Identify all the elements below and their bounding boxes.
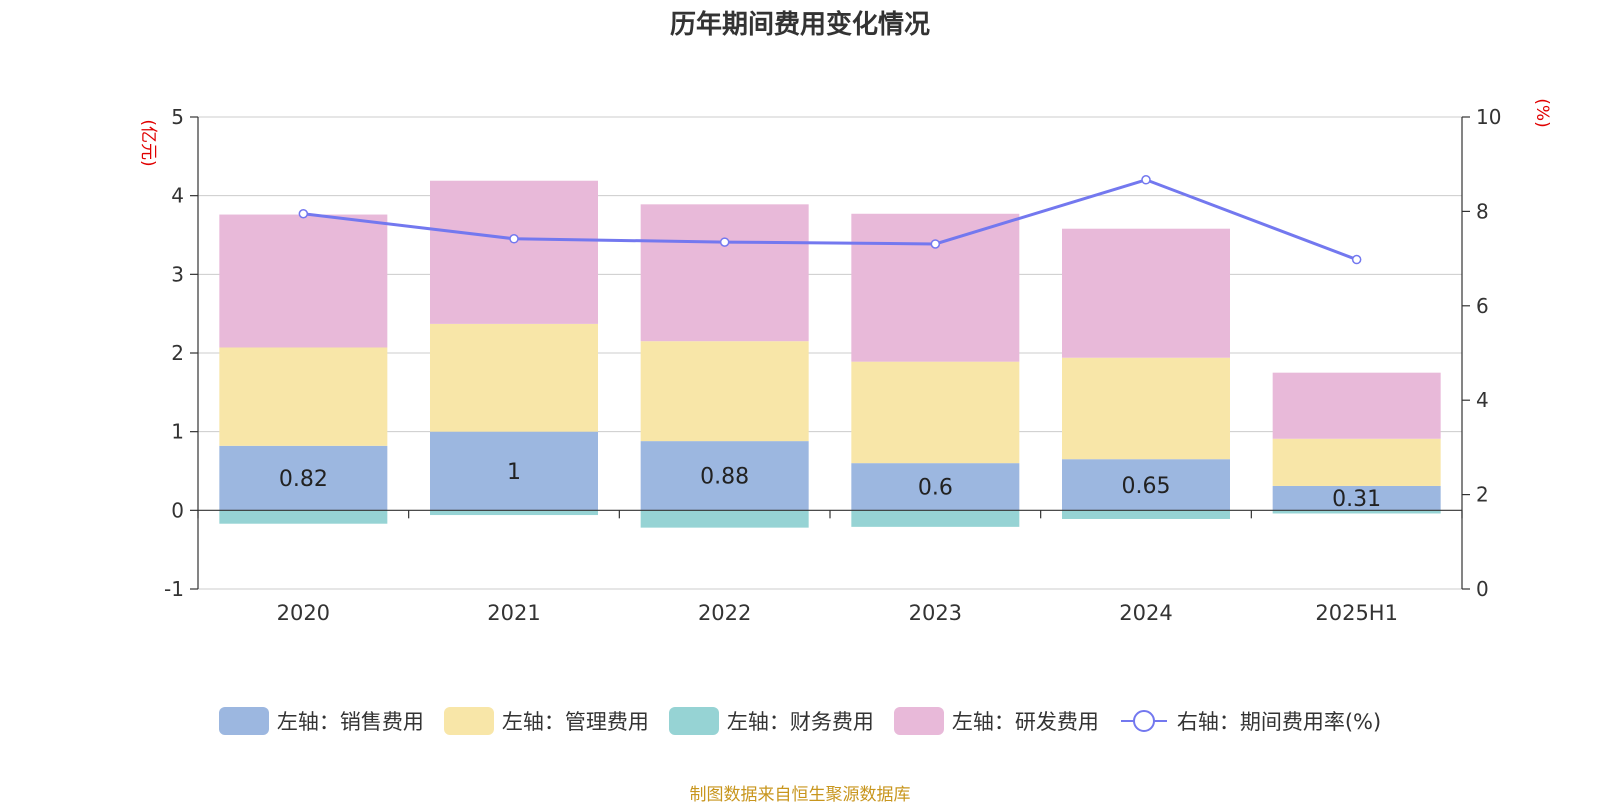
x-tick-label: 2024 (1119, 601, 1172, 625)
point-rate (1351, 254, 1362, 265)
data-label-sales: 0.65 (1122, 474, 1171, 499)
left-tick-label: 3 (171, 262, 184, 286)
left-tick-label: 0 (171, 498, 184, 522)
bar-rnd (219, 214, 388, 348)
legend-swatch-finance (668, 707, 719, 735)
bar-sales (640, 441, 809, 511)
x-tick-label: 2025H1 (1315, 601, 1398, 625)
bar-admin (640, 341, 809, 442)
bar-rnd (640, 204, 809, 342)
right-tick-label: 2 (1476, 483, 1489, 507)
legend-swatch-rnd (893, 707, 944, 735)
bar-finance (640, 510, 809, 528)
bar-finance (1272, 510, 1441, 514)
legend-item-rate[interactable]: 右轴：期间费用率(%) (1119, 706, 1381, 736)
x-tick-label: 2021 (487, 601, 540, 625)
point-rate (298, 209, 309, 219)
bar-rnd (851, 213, 1020, 362)
legend-swatch-rate (1120, 710, 1167, 732)
bar-finance (430, 510, 598, 516)
point-rate (1141, 175, 1151, 185)
legend-label-sales: 左轴：销售费用 (276, 710, 424, 734)
bar-sales (851, 463, 1020, 511)
chart-legend: 左轴：销售费用 左轴：管理费用 左轴：财务费用 左轴：研发费用 右轴：期间费用率… (0, 706, 1600, 736)
legend-item-sales[interactable]: 左轴：销售费用 (218, 706, 424, 736)
legend-item-rnd[interactable]: 左轴：研发费用 (893, 706, 1099, 736)
chart-plot: -1 0 1 2 3 4 5 0 2 4 6 8 10 (亿元) (%) 2020 2021 2022 2023 20… (138, 98, 1552, 625)
data-source-note: 制图数据来自恒生聚源数据库 (689, 785, 911, 805)
bar-admin (1272, 438, 1441, 486)
legend-swatch-admin (443, 707, 494, 735)
bar-rnd (1062, 228, 1230, 358)
bar-admin (430, 323, 598, 432)
point-rate (719, 237, 730, 247)
axis-layer: -1 0 1 2 3 4 5 0 2 4 6 8 10 (亿元) (%) 2020 2021 2022 2023 20… (138, 98, 1552, 625)
bar-finance (851, 510, 1020, 527)
line-layer (298, 175, 1362, 265)
data-label-sales: 0.88 (700, 465, 749, 490)
bar-finance (219, 510, 388, 524)
bar-admin (1062, 357, 1230, 460)
bar-sales (1272, 485, 1441, 511)
bar-rnd (1272, 372, 1441, 439)
chart-title: 历年期间费用变化情况 (669, 10, 930, 40)
data-label-sales: 0.31 (1332, 487, 1381, 512)
right-tick-label: 10 (1476, 105, 1501, 129)
legend-label-rate: 右轴：期间费用率(%) (1176, 710, 1382, 734)
left-axis-unit: (亿元) (138, 119, 158, 166)
data-label-sales: 0.6 (918, 476, 953, 501)
left-tick-label: 4 (171, 184, 184, 208)
legend-label-admin: 左轴：管理费用 (501, 710, 649, 734)
bar-finance (1062, 510, 1230, 519)
legend-item-admin[interactable]: 左轴：管理费用 (443, 706, 649, 736)
bar-admin (851, 361, 1020, 464)
left-tick-label: 1 (171, 420, 184, 444)
legend-swatch-sales (218, 707, 269, 735)
data-label-sales: 0.82 (279, 467, 328, 492)
legend-label-rnd: 左轴：研发费用 (951, 710, 1099, 734)
bar-sales (430, 431, 598, 511)
bar-sales (1062, 459, 1230, 511)
legend-item-finance[interactable]: 左轴：财务费用 (668, 706, 874, 736)
right-tick-label: 4 (1476, 388, 1489, 412)
line-rate (303, 178, 1358, 261)
grid-layer (198, 116, 1462, 590)
bar-admin (219, 347, 388, 446)
x-tick-label: 2023 (909, 601, 962, 625)
right-tick-label: 8 (1476, 199, 1489, 223)
right-tick-label: 6 (1476, 294, 1489, 318)
right-axis-unit: (%) (1532, 98, 1552, 127)
x-tick-label: 2022 (698, 601, 751, 625)
point-rate (509, 234, 519, 244)
right-tick-label: 0 (1476, 577, 1489, 601)
left-tick-label: 5 (171, 105, 184, 129)
x-tick-label: 2020 (277, 601, 330, 625)
bar-sales (219, 445, 388, 511)
data-label-sales: 1 (507, 460, 521, 485)
bar-rnd (430, 180, 598, 324)
left-tick-label: 2 (171, 341, 184, 365)
left-tick-label: -1 (164, 577, 184, 601)
point-rate (930, 239, 941, 249)
legend-label-finance: 左轴：财务费用 (726, 710, 874, 734)
label-layer: 0.82 1 0.88 0.6 0.65 0.31 (279, 460, 1381, 512)
bar-layer (219, 180, 1441, 528)
